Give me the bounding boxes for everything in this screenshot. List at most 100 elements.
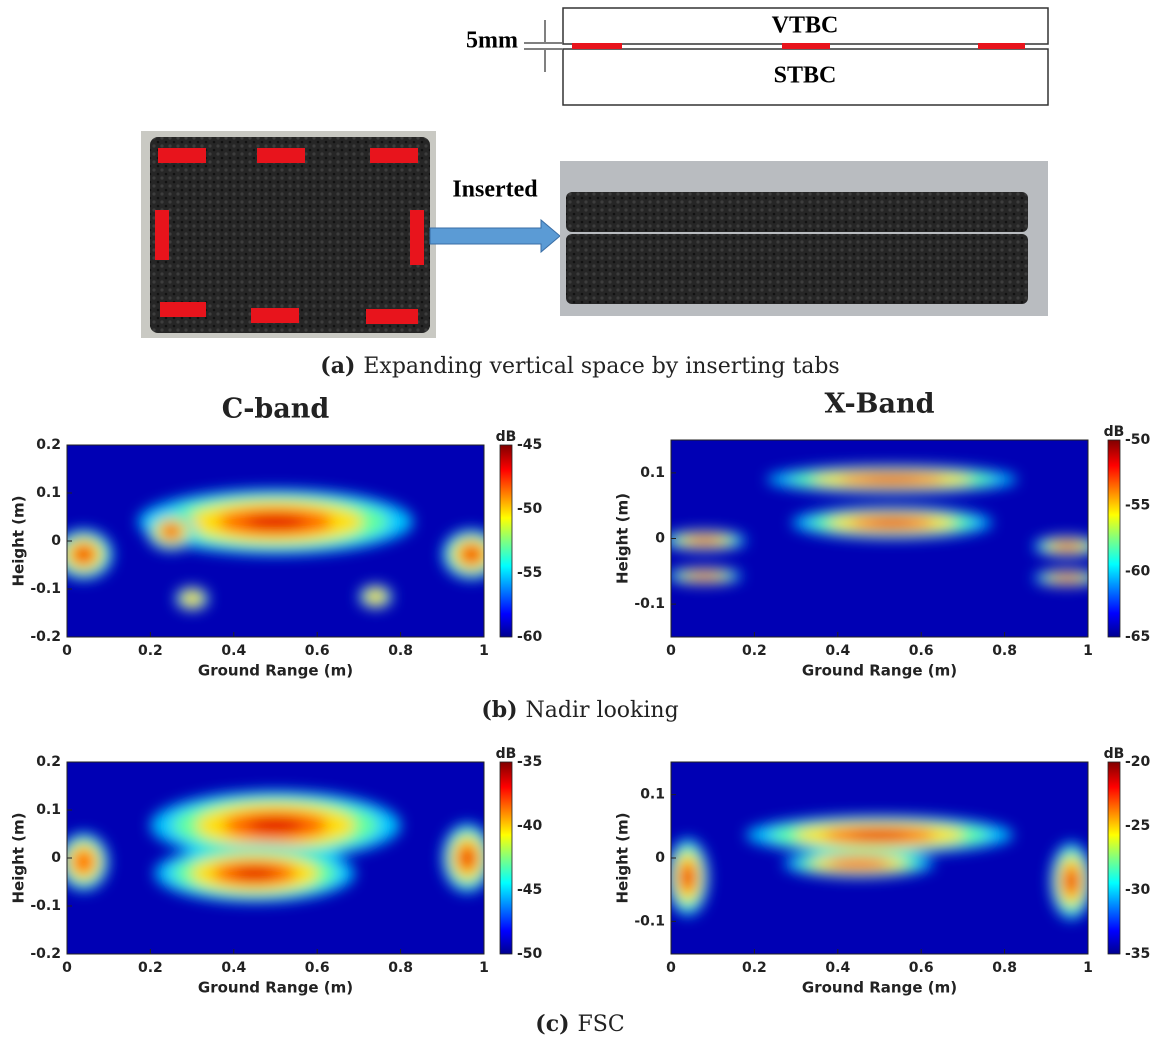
blob: [1066, 872, 1076, 890]
x-axis-label: Ground Range (m): [198, 662, 353, 680]
blob: [181, 591, 203, 606]
blob: [465, 548, 478, 560]
caption-text: Nadir looking: [526, 698, 679, 723]
x-tick-label: 0.8: [388, 643, 413, 659]
colorbar-unit: dB: [1104, 424, 1125, 440]
x-tick-label: 0.6: [909, 643, 934, 659]
blob: [827, 858, 891, 870]
colorbar: [499, 761, 513, 955]
colorbar-tick-label: -35: [517, 754, 542, 770]
y-tick-label: 0.1: [640, 787, 665, 803]
colorbar-tick-label: -45: [517, 882, 542, 898]
stbc-layer: [562, 48, 1049, 106]
y-tick-label: 0: [51, 533, 61, 549]
blob: [245, 514, 306, 529]
x-tick-label: 0.6: [305, 643, 330, 659]
x-tick-label: 0.2: [742, 960, 767, 976]
colorbar-tick-label: -50: [1125, 432, 1151, 448]
colorbar-tick-label: -35: [1125, 946, 1150, 962]
heatmap: [67, 445, 484, 637]
blob: [461, 850, 473, 866]
caption-label: (b): [481, 697, 517, 723]
x-tick-label: 0.8: [992, 643, 1017, 659]
schematic: 5mm VTBC STBC: [466, 7, 1049, 106]
y-tick-label: -0.1: [634, 913, 665, 929]
blob: [364, 589, 387, 605]
photo-top-view: [141, 131, 436, 338]
colorbar: [499, 444, 513, 638]
panel-title: X-Band: [824, 389, 934, 420]
x-tick-label: 0.2: [138, 960, 163, 976]
blob: [247, 817, 304, 833]
y-tick-label: -0.2: [30, 946, 61, 962]
colorbar-tick-label: -55: [1125, 498, 1150, 514]
tab: [572, 43, 622, 49]
colorbar-tick-label: -50: [517, 946, 543, 962]
x-tick-label: 1: [1083, 643, 1093, 659]
colorbar-tick-label: -40: [517, 818, 543, 834]
tabs: [155, 148, 424, 324]
y-tick-label: 0: [655, 850, 665, 866]
photo-side-view: [560, 161, 1048, 316]
x-tick-label: 0.4: [221, 643, 246, 659]
blob: [77, 548, 91, 560]
y-tick-label: 0: [51, 850, 61, 866]
colorbar: [1107, 761, 1121, 955]
colorbar-unit: dB: [1104, 746, 1125, 762]
colorbar-tick-label: -20: [1125, 754, 1151, 770]
y-tick-label: 0.1: [640, 465, 665, 481]
x-tick-label: 0.2: [138, 643, 163, 659]
panel-title: C-band: [222, 394, 330, 425]
x-tick-label: 0.6: [305, 960, 330, 976]
caption-text: Expanding vertical space by inserting ta…: [363, 354, 839, 379]
blobs: [671, 815, 1088, 920]
tab: [782, 43, 830, 49]
tab: [978, 43, 1025, 49]
colorbar-tick-label: -60: [517, 629, 543, 645]
caption: (a) Expanding vertical space by inserting…: [320, 353, 839, 379]
y-axis-label: Height (m): [614, 812, 632, 903]
x-tick-label: 1: [479, 960, 489, 976]
colorbar-tick-label: -55: [517, 565, 542, 581]
blob: [683, 868, 693, 886]
x-axis-label: Ground Range (m): [198, 979, 353, 997]
caption-text: FSC: [578, 1012, 625, 1037]
y-tick-label: -0.1: [30, 898, 61, 914]
heatmap: [671, 440, 1088, 637]
blob: [869, 519, 915, 527]
y-axis-label: Height (m): [10, 495, 28, 586]
blob: [1053, 574, 1082, 582]
slab: [150, 137, 430, 333]
caption-label: (a): [320, 353, 355, 379]
x-tick-label: 0: [666, 960, 676, 976]
y-tick-label: 0: [655, 531, 665, 547]
x-tick-label: 0.8: [388, 960, 413, 976]
blob: [850, 830, 909, 840]
x-tick-label: 1: [1083, 960, 1093, 976]
slab: [566, 192, 1028, 232]
colorbar-tick-label: -65: [1125, 629, 1150, 645]
blob: [232, 867, 277, 880]
y-tick-label: 0.2: [36, 437, 61, 453]
blobs: [67, 790, 484, 903]
blob: [1059, 544, 1075, 549]
x-tick-label: 0.4: [221, 960, 246, 976]
blob: [73, 849, 95, 874]
colorbar-unit: dB: [496, 429, 517, 445]
blobs: [67, 489, 484, 611]
colorbar-tick-label: -45: [517, 437, 542, 453]
blobs: [671, 465, 1088, 586]
x-tick-label: 0.6: [909, 960, 934, 976]
layer-label: STBC: [774, 63, 837, 89]
y-tick-label: -0.2: [30, 629, 61, 645]
arrow: Inserted: [429, 177, 561, 254]
y-axis-label: Height (m): [614, 493, 632, 584]
y-tick-label: 0.1: [36, 802, 61, 818]
x-axis-label: Ground Range (m): [802, 662, 957, 680]
caption-label: (c): [535, 1011, 569, 1037]
y-tick-label: -0.1: [634, 596, 665, 612]
colorbar: [1107, 439, 1121, 638]
heatmap: [67, 762, 484, 954]
y-axis-label: Height (m): [10, 812, 28, 903]
